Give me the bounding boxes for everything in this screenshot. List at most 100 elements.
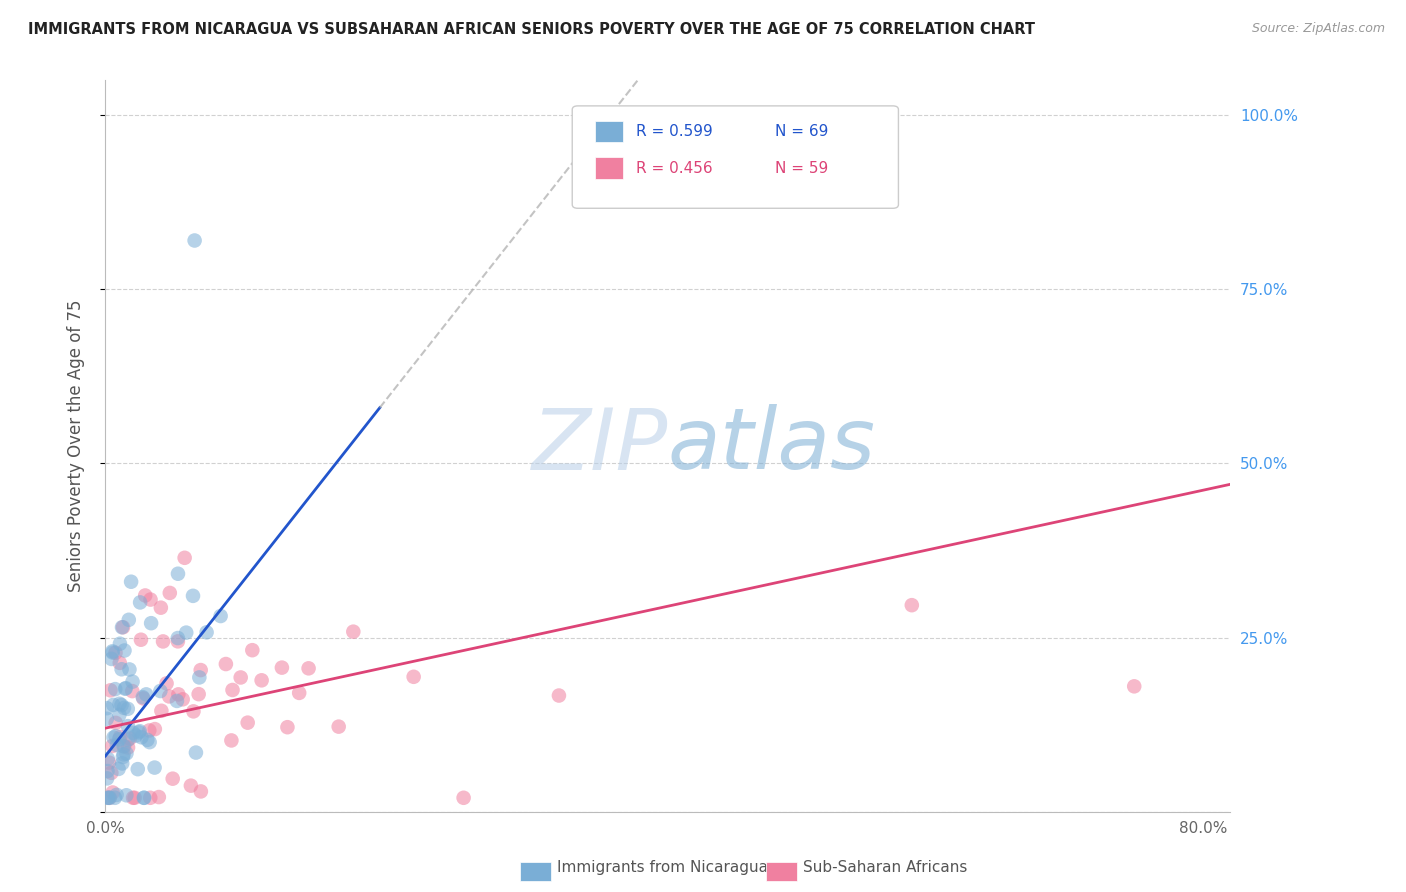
- Point: [221, 733, 243, 747]
- Text: IMMIGRANTS FROM NICARAGUA VS SUBSAHARAN AFRICAN SENIORS POVERTY OVER THE AGE OF : IMMIGRANTS FROM NICARAGUA VS SUBSAHARAN …: [28, 22, 1035, 37]
- Point: [129, 632, 152, 647]
- Point: [111, 750, 134, 764]
- Point: [98, 756, 121, 770]
- Point: [181, 589, 204, 603]
- Point: [103, 731, 125, 745]
- Point: [167, 634, 190, 648]
- Text: Sub-Saharan Africans: Sub-Saharan Africans: [803, 860, 967, 874]
- FancyBboxPatch shape: [595, 120, 623, 143]
- Point: [97, 790, 120, 805]
- Point: [104, 682, 127, 697]
- Point: [297, 661, 319, 675]
- Point: [118, 731, 141, 746]
- Point: [98, 790, 121, 805]
- Point: [100, 765, 122, 780]
- Point: [108, 637, 131, 651]
- Text: atlas: atlas: [668, 404, 876, 488]
- Point: [105, 738, 128, 752]
- Point: [143, 722, 166, 736]
- Point: [96, 701, 118, 715]
- Point: [236, 715, 259, 730]
- Point: [121, 684, 143, 698]
- Point: [149, 600, 172, 615]
- Point: [167, 566, 190, 581]
- Point: [184, 746, 207, 760]
- Point: [122, 790, 145, 805]
- Point: [112, 739, 135, 754]
- Point: [155, 676, 177, 690]
- Point: [143, 761, 166, 775]
- Point: [108, 730, 131, 744]
- Point: [112, 747, 135, 762]
- Point: [148, 790, 170, 805]
- Point: [229, 670, 252, 684]
- Point: [114, 681, 136, 695]
- Point: [115, 747, 138, 761]
- Point: [114, 681, 136, 696]
- Point: [118, 613, 141, 627]
- Point: [124, 790, 146, 805]
- Point: [108, 707, 131, 722]
- Text: R = 0.599: R = 0.599: [637, 124, 713, 139]
- Point: [97, 752, 120, 766]
- Point: [167, 687, 190, 701]
- Point: [112, 701, 135, 715]
- FancyBboxPatch shape: [595, 157, 623, 179]
- Text: N = 59: N = 59: [775, 161, 828, 176]
- Point: [138, 723, 160, 738]
- Point: [118, 663, 141, 677]
- Point: [120, 574, 142, 589]
- Y-axis label: Seniors Poverty Over the Age of 75: Seniors Poverty Over the Age of 75: [66, 300, 84, 592]
- Point: [209, 609, 232, 624]
- Point: [108, 697, 131, 711]
- Point: [270, 660, 292, 674]
- Point: [96, 764, 118, 778]
- Point: [132, 690, 155, 705]
- Point: [117, 719, 139, 733]
- Point: [172, 692, 194, 706]
- Point: [190, 784, 212, 798]
- Point: [110, 698, 132, 712]
- Point: [240, 643, 263, 657]
- Point: [183, 234, 205, 248]
- Point: [548, 689, 571, 703]
- Point: [150, 704, 173, 718]
- Point: [131, 731, 153, 745]
- Point: [342, 624, 364, 639]
- Point: [111, 620, 134, 634]
- Text: R = 0.456: R = 0.456: [637, 161, 713, 176]
- Point: [166, 694, 188, 708]
- Point: [107, 762, 129, 776]
- Point: [96, 712, 118, 726]
- Point: [100, 652, 122, 666]
- Point: [96, 772, 118, 786]
- Point: [98, 790, 121, 805]
- Text: Source: ZipAtlas.com: Source: ZipAtlas.com: [1251, 22, 1385, 36]
- Point: [136, 732, 159, 747]
- Point: [104, 729, 127, 743]
- Point: [139, 592, 162, 607]
- Point: [97, 790, 120, 805]
- FancyBboxPatch shape: [572, 106, 898, 209]
- Point: [190, 663, 212, 677]
- Point: [101, 646, 124, 660]
- Point: [173, 550, 195, 565]
- Point: [134, 589, 156, 603]
- Point: [104, 715, 127, 730]
- Point: [111, 756, 134, 771]
- Point: [114, 643, 136, 657]
- Point: [1123, 679, 1146, 693]
- Point: [132, 691, 155, 706]
- Point: [157, 690, 180, 704]
- Point: [111, 662, 134, 676]
- Point: [122, 726, 145, 740]
- Point: [111, 620, 134, 634]
- Point: [250, 673, 273, 688]
- Point: [166, 631, 188, 645]
- Point: [121, 674, 143, 689]
- Point: [117, 732, 139, 747]
- Point: [139, 790, 162, 805]
- Point: [115, 789, 138, 803]
- Text: N = 69: N = 69: [775, 124, 828, 139]
- Point: [328, 720, 350, 734]
